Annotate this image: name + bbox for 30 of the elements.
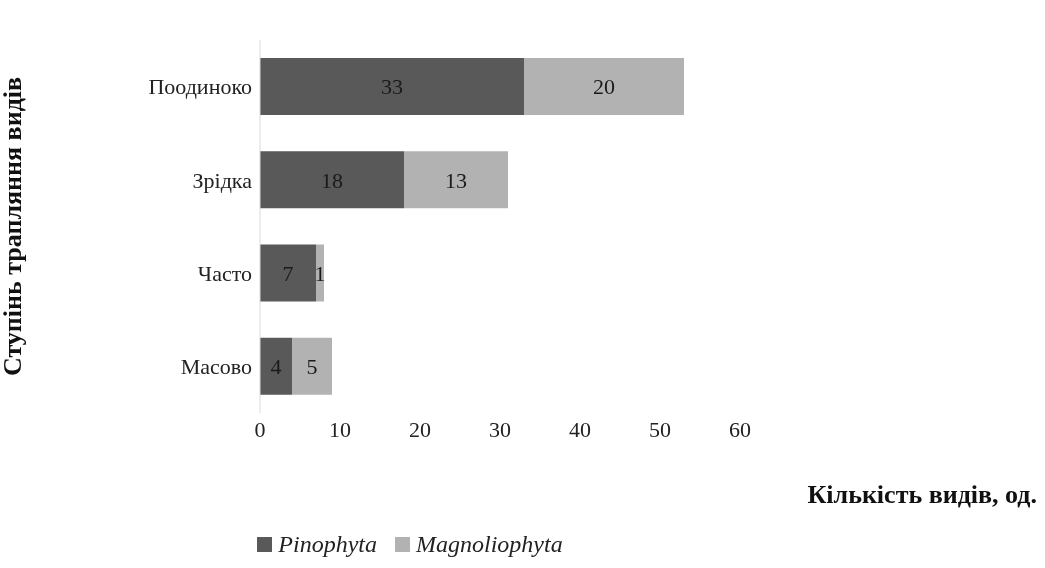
- y-tick-label: Масово: [180, 354, 252, 380]
- y-tick-label: Часто: [197, 260, 252, 286]
- legend-label: Pinophyta: [277, 531, 377, 558]
- x-tick-label: 20: [409, 416, 431, 442]
- legend-label: Magnoliophyta: [415, 531, 563, 558]
- x-tick-label: 40: [569, 416, 591, 442]
- data-label: 5: [306, 354, 318, 380]
- bar: [260, 151, 404, 209]
- x-axis-title: Кількість видів, од.: [807, 480, 1037, 510]
- bar: [260, 337, 292, 395]
- data-label: 1: [314, 260, 326, 286]
- y-tick-label: Поодиноко: [148, 74, 252, 100]
- x-tick-label: 60: [729, 416, 751, 442]
- data-label: 13: [445, 167, 467, 193]
- bar: [292, 337, 332, 395]
- x-tick-label: 10: [329, 416, 351, 442]
- bar: [404, 151, 508, 209]
- data-label: 33: [381, 74, 403, 100]
- data-label: 18: [321, 167, 343, 193]
- data-label: 7: [282, 260, 294, 286]
- bar: [260, 244, 316, 302]
- bar: [260, 58, 524, 115]
- x-tick-label: 50: [649, 416, 671, 442]
- x-tick-label: 30: [489, 416, 511, 442]
- data-label: 4: [270, 354, 282, 380]
- bar: [524, 58, 684, 115]
- data-label: 20: [593, 74, 615, 100]
- x-tick-label: 0: [254, 416, 266, 442]
- y-axis-title: Ступінь трапляння видів: [0, 76, 28, 377]
- y-tick-label: Зрідка: [192, 167, 253, 193]
